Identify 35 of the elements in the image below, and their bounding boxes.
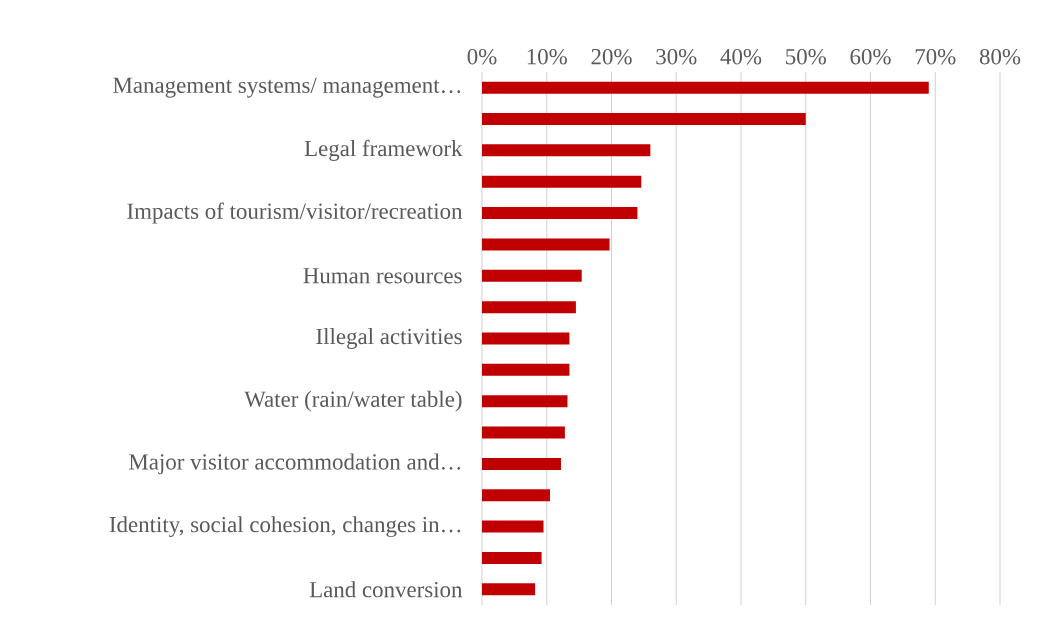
bar bbox=[482, 520, 544, 533]
y-tick-label: Impacts of tourism/visitor/recreation bbox=[127, 202, 463, 224]
x-tick-label: 80% bbox=[979, 48, 1021, 65]
x-tick-label: 10% bbox=[527, 48, 567, 65]
y-tick-label: Identity, social cohesion, changes in… bbox=[109, 516, 461, 538]
y-tick-label: Human resources bbox=[303, 268, 462, 284]
bar bbox=[482, 144, 651, 157]
x-tick-label: 30% bbox=[656, 48, 697, 65]
bar bbox=[482, 363, 570, 376]
y-tick-label: Major visitor accommodation and… bbox=[129, 453, 461, 475]
bar bbox=[482, 489, 550, 502]
bar bbox=[482, 301, 576, 314]
y-tick-label: Legal framework bbox=[304, 139, 463, 161]
x-tick-label: 0% bbox=[467, 48, 497, 65]
bar bbox=[482, 332, 570, 345]
x-tick-label: 40% bbox=[720, 48, 762, 65]
bar bbox=[482, 395, 568, 408]
y-tick-label: Water (rain/water table) bbox=[244, 390, 462, 412]
x-tick-label: 20% bbox=[591, 48, 632, 65]
y-tick-label: Management systems/ management… bbox=[113, 77, 461, 98]
x-tick-label: 50% bbox=[786, 48, 826, 65]
y-tick-label: Illegal activities bbox=[316, 328, 462, 349]
bar bbox=[482, 551, 542, 564]
bar bbox=[482, 457, 561, 470]
bar bbox=[482, 81, 929, 94]
bar bbox=[482, 269, 582, 282]
bar bbox=[482, 207, 638, 220]
bar bbox=[482, 583, 536, 596]
bar bbox=[482, 238, 610, 251]
bar bbox=[482, 426, 565, 439]
bar bbox=[482, 175, 642, 188]
bar bbox=[482, 113, 806, 126]
y-tick-label: Land conversion bbox=[309, 581, 463, 598]
x-tick-label: 70% bbox=[915, 48, 956, 65]
x-tick-label: 60% bbox=[850, 48, 891, 65]
